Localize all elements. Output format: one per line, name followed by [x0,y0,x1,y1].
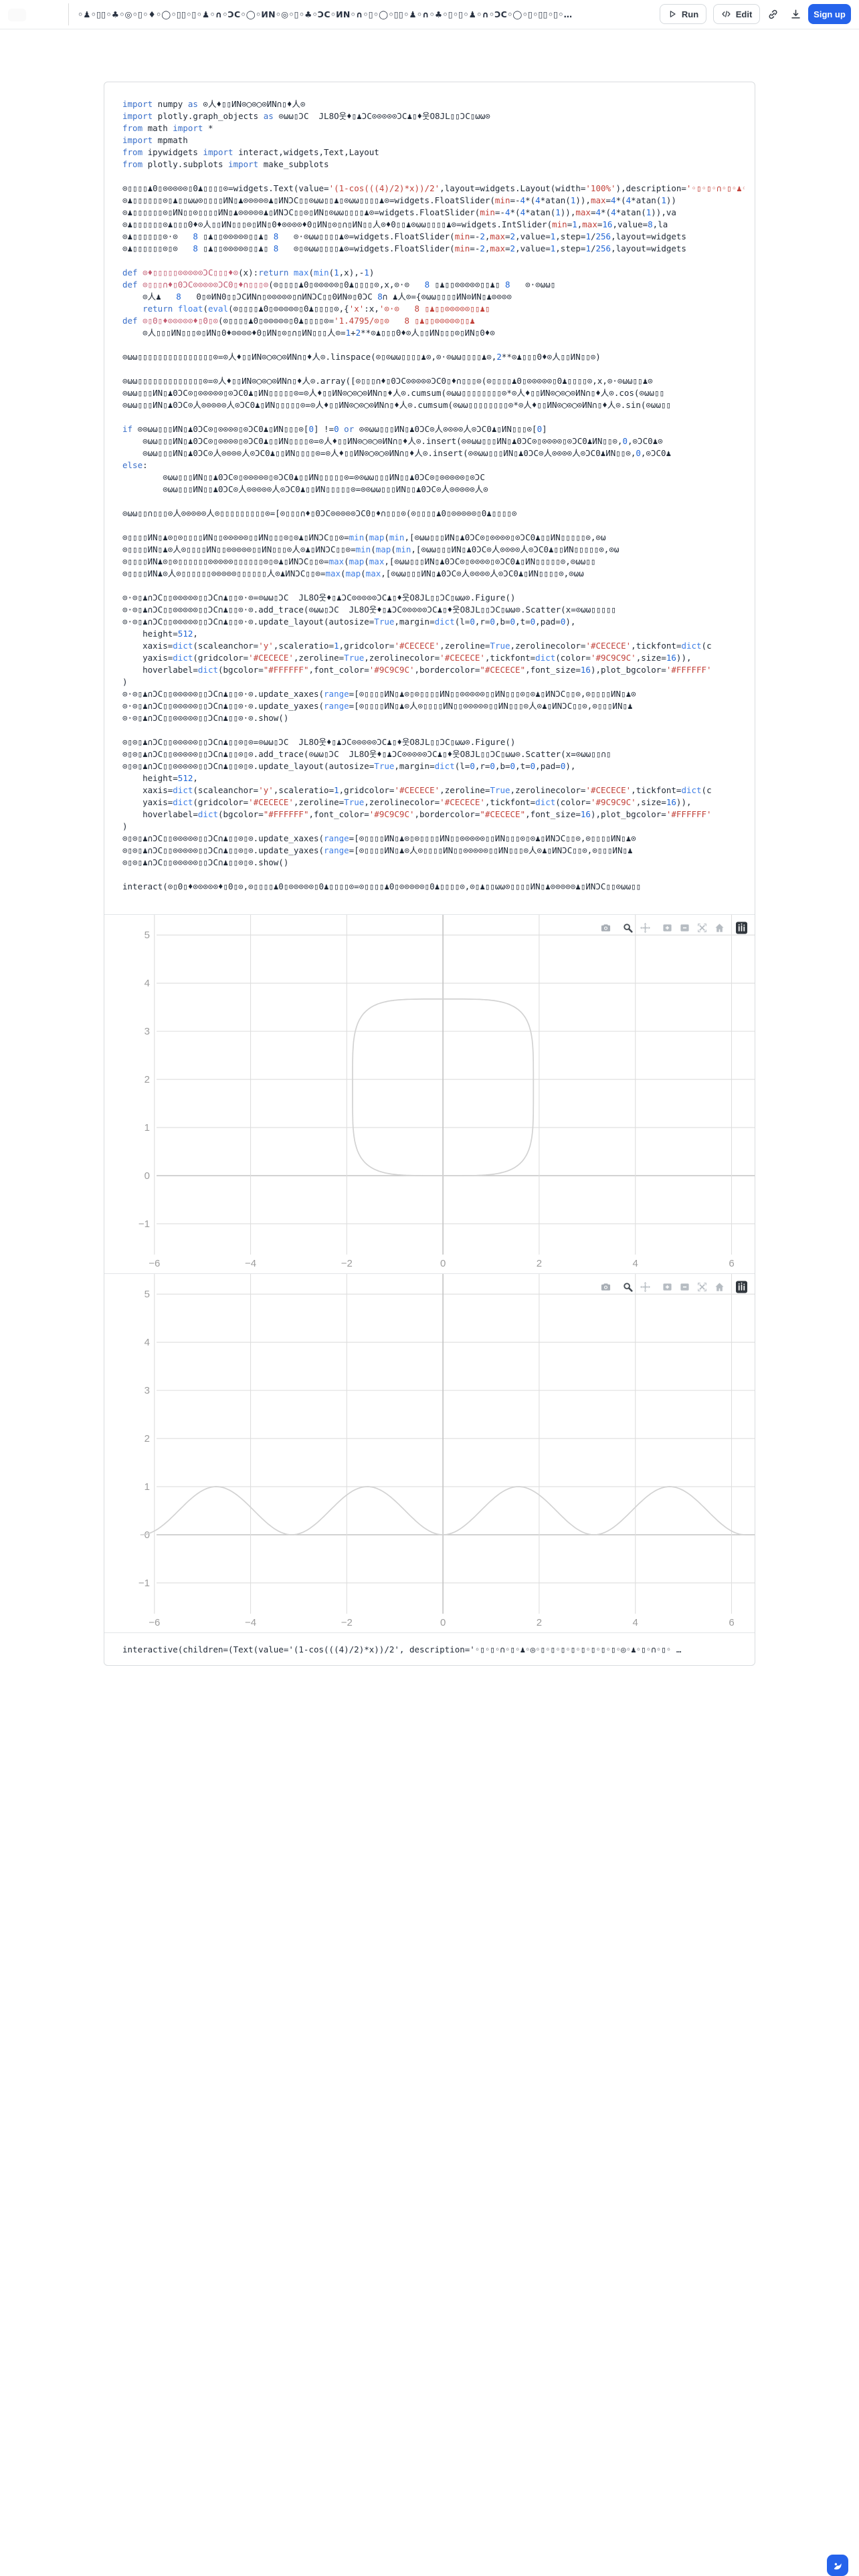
svg-text:6: 6 [729,1617,734,1628]
brand-swoosh-icon [830,2558,845,2573]
plotly-figure-2: −1 0 1 2 3 4 5 −6 −4 −2 0 2 4 6 [104,1273,755,1632]
zoom-in-icon[interactable] [661,921,674,935]
svg-text:4: 4 [633,1617,638,1628]
header-divider [68,3,69,25]
widget-output-cell: interactive(children=(Text(value='(1-cos… [104,1632,755,1665]
svg-text:1: 1 [145,1122,150,1134]
svg-text:−2: −2 [341,1258,353,1269]
camera-icon[interactable] [599,921,612,935]
svg-text:0: 0 [145,1529,150,1541]
pan-icon[interactable] [639,921,652,935]
code-cell: import numpy as ⊙人♦▯▯ИN⊙◯⊙◯⊙ИN∩▯♦人⊙ impor… [104,82,755,914]
svg-text:1: 1 [145,1481,150,1493]
svg-text:4: 4 [145,1337,150,1348]
play-icon [668,9,677,19]
svg-text:−6: −6 [149,1258,160,1269]
svg-text:−6: −6 [149,1617,160,1628]
run-button[interactable]: Run [660,4,706,24]
code-block: import numpy as ⊙人♦▯▯ИN⊙◯⊙◯⊙ИN∩▯♦人⊙ impor… [122,99,745,891]
download-icon[interactable] [790,9,801,20]
autoscale-icon[interactable] [696,921,708,935]
svg-text:−4: −4 [245,1617,256,1628]
plotly-modebar-1 [599,921,748,935]
line-plot-2[interactable]: −1 0 1 2 3 4 5 −6 −4 −2 0 2 4 6 [104,1274,755,1632]
app-logo [8,9,26,21]
zoom-out-icon[interactable] [678,1280,691,1294]
svg-text:−4: −4 [245,1258,256,1269]
code-icon [721,9,731,19]
camera-icon[interactable] [599,1280,612,1294]
run-button-label: Run [681,9,699,19]
notebook-title: ◦♟◦▯▯◦♣◦◎◦▯◦♦◦◯◦▯▯◦▯◦♟◦∩◦ƆC◦◯◦ИN◦◎◦▯◦♣◦Ɔ… [78,9,573,19]
app-header: ◦♟◦▯▯◦♣◦◎◦▯◦♦◦◯◦▯▯◦▯◦♟◦∩◦ƆC◦◯◦ИN◦◎◦▯◦♣◦Ɔ… [0,0,859,29]
sign-up-button[interactable]: Sign up [808,4,851,24]
svg-text:5: 5 [145,1289,150,1300]
svg-text:−1: −1 [138,1218,150,1230]
line-plot-1[interactable]: −1 0 1 2 3 4 5 −6 −4 −2 0 2 4 6 [104,915,755,1273]
zoom-in-icon[interactable] [661,1280,674,1294]
svg-text:2: 2 [537,1258,542,1269]
chat-launcher-button[interactable] [827,2555,848,2576]
svg-text:2: 2 [145,1433,150,1444]
notebook-card: import numpy as ⊙人♦▯▯ИN⊙◯⊙◯⊙ИN∩▯♦人⊙ impor… [104,82,755,1666]
edit-button-label: Edit [735,9,753,19]
reset-home-icon[interactable] [713,1280,726,1294]
pan-icon[interactable] [639,1280,652,1294]
svg-text:3: 3 [145,1026,150,1037]
reset-home-icon[interactable] [713,921,726,935]
plotly-modebar-2 [599,1280,748,1294]
zoom-icon[interactable] [622,1280,634,1294]
edit-button[interactable]: Edit [713,4,760,24]
interactive-repr-text: interactive(children=(Text(value='(1-cos… [122,1644,682,1654]
plotly-figure-1: −1 0 1 2 3 4 5 −6 −4 −2 0 2 4 6 [104,914,755,1273]
plotly-logo-icon[interactable] [735,921,748,935]
svg-text:2: 2 [537,1617,542,1628]
copy-link-icon[interactable] [767,9,779,20]
svg-text:0: 0 [440,1617,446,1628]
svg-text:4: 4 [145,978,150,989]
plotly-logo-icon[interactable] [735,1280,748,1294]
svg-text:3: 3 [145,1385,150,1396]
svg-text:−1: −1 [138,1578,150,1589]
autoscale-icon[interactable] [696,1280,708,1294]
svg-text:6: 6 [729,1258,734,1269]
svg-text:2: 2 [145,1074,150,1085]
zoom-icon[interactable] [622,921,634,935]
svg-text:0: 0 [440,1258,446,1269]
svg-text:0: 0 [145,1170,150,1182]
svg-text:4: 4 [633,1258,638,1269]
svg-text:−2: −2 [341,1617,353,1628]
zoom-out-icon[interactable] [678,921,691,935]
svg-text:5: 5 [145,930,150,941]
